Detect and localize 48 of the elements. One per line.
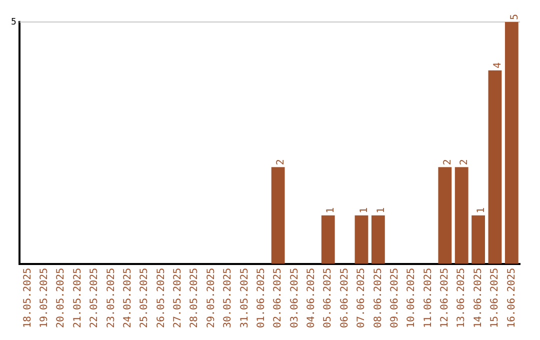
data-label: 1	[359, 207, 370, 214]
x-tick-label: 26.05.2025	[156, 268, 167, 328]
x-tick-label: 12.06.2025	[440, 268, 451, 328]
bar	[504, 22, 518, 264]
x-tick-label: 05.06.2025	[322, 268, 334, 328]
data-label: 2	[459, 159, 470, 166]
bar	[488, 70, 502, 264]
x-tick-label: 07.06.2025	[356, 268, 368, 328]
x-tick-label: 16.06.2025	[506, 268, 518, 328]
x-tick-label: 04.06.2025	[306, 268, 318, 328]
x-tick-label: 15.06.2025	[490, 268, 501, 328]
bar	[371, 215, 385, 264]
data-label: 1	[476, 207, 487, 214]
x-tick-label: 11.06.2025	[422, 268, 434, 328]
bar	[321, 215, 335, 264]
x-tick-label: 19.05.2025	[39, 268, 50, 328]
bar	[454, 167, 468, 264]
x-tick-label: 27.05.2025	[172, 268, 184, 328]
x-tick-label: 24.05.2025	[122, 268, 134, 328]
bar	[271, 167, 285, 264]
x-tick-label: 23.05.2025	[106, 268, 117, 328]
data-label: 1	[326, 207, 337, 214]
data-label: 5	[509, 14, 520, 20]
data-label: 1	[376, 207, 387, 214]
x-tick-label: 10.06.2025	[406, 268, 418, 328]
data-label: 2	[276, 159, 287, 166]
x-tick-label: 28.05.2025	[189, 268, 200, 328]
x-tick-label: 06.06.2025	[339, 268, 350, 328]
bar	[472, 215, 485, 264]
bar	[438, 167, 452, 264]
x-tick-label: 09.06.2025	[389, 268, 400, 328]
x-tick-label: 18.05.2025	[22, 268, 34, 328]
x-tick-label: 22.05.2025	[89, 268, 100, 328]
x-tick-label: 03.06.2025	[289, 268, 300, 328]
x-tick-label: 25.05.2025	[139, 268, 150, 328]
x-tick-label: 29.05.2025	[206, 268, 217, 328]
x-tick-label: 02.06.2025	[272, 268, 284, 328]
x-tick-label: 13.06.2025	[456, 268, 468, 328]
x-tick-label: 08.06.2025	[372, 268, 384, 328]
data-label: 2	[442, 159, 454, 166]
x-tick-label: 14.06.2025	[472, 268, 484, 328]
x-tick-label: 21.05.2025	[72, 268, 84, 328]
x-tick-label: 30.05.2025	[222, 268, 234, 328]
bar	[354, 215, 368, 264]
x-tick-label: 20.05.2025	[56, 268, 67, 328]
data-label: 4	[492, 62, 504, 68]
x-tick-label: 01.06.2025	[256, 268, 267, 328]
x-tick-label: 31.05.2025	[239, 268, 250, 328]
